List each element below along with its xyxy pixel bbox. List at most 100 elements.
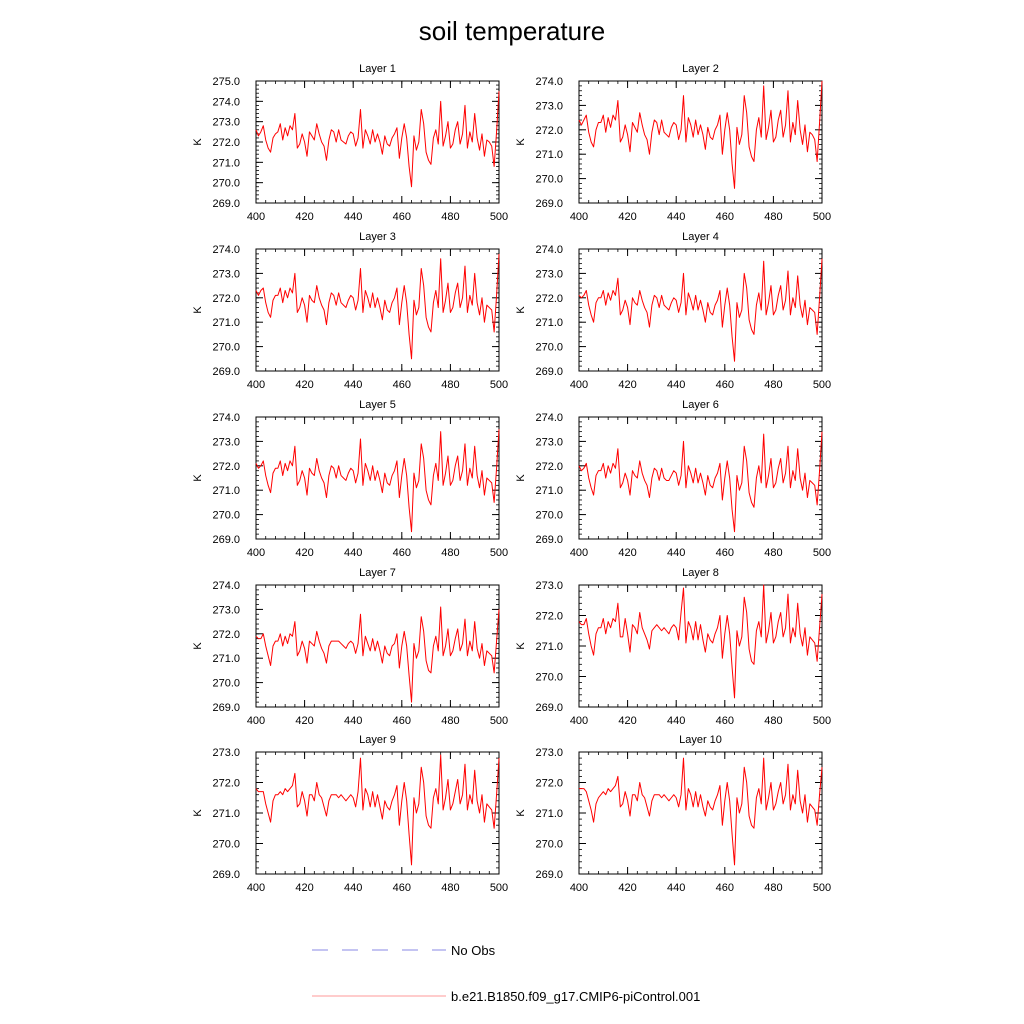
x-tick-label: 440 — [667, 715, 685, 727]
soil-temperature-series-line — [255, 754, 500, 866]
y-tick-label: 271.0 — [212, 157, 240, 169]
y-tick-label: 273.0 — [212, 747, 240, 759]
x-tick-label: 420 — [295, 882, 313, 894]
x-tick-label: 420 — [295, 547, 313, 559]
y-tick-label: 274.0 — [535, 244, 563, 256]
plot-frame — [255, 80, 500, 204]
plot-frame — [255, 751, 500, 875]
x-tick-label: 500 — [490, 379, 508, 391]
y-tick-label: 273.0 — [535, 436, 563, 448]
x-tick-label: 480 — [764, 379, 782, 391]
y-tick-label: 270.0 — [535, 839, 563, 851]
soil-temperature-series-line — [255, 91, 500, 188]
y-axis-label: K — [192, 642, 204, 650]
y-tick-label: 269.0 — [535, 869, 563, 881]
y-tick-label: 270.0 — [535, 510, 563, 522]
plot-frame — [255, 584, 500, 708]
y-tick-label: 269.0 — [535, 534, 563, 546]
x-tick-label: 420 — [618, 379, 636, 391]
x-tick-label: 400 — [247, 715, 265, 727]
x-tick-label: 460 — [393, 379, 411, 391]
x-tick-label: 460 — [393, 547, 411, 559]
y-tick-label: 271.0 — [535, 808, 563, 820]
x-tick-label: 420 — [618, 211, 636, 223]
x-tick-label: 440 — [344, 379, 362, 391]
x-tick-label: 440 — [344, 211, 362, 223]
y-tick-label: 274.0 — [212, 244, 240, 256]
y-tick-label: 274.0 — [212, 580, 240, 592]
y-axis-label: K — [515, 306, 527, 314]
soil-temperature-series-line — [578, 258, 823, 362]
x-tick-label: 420 — [295, 715, 313, 727]
y-tick-label: 273.0 — [212, 117, 240, 129]
y-tick-label: 275.0 — [212, 76, 240, 88]
y-tick-label: 272.0 — [212, 778, 240, 790]
panel-title: Layer 5 — [359, 399, 396, 411]
soil-temperature-series-line — [578, 584, 823, 699]
x-tick-label: 440 — [667, 211, 685, 223]
y-axis-label: K — [192, 809, 204, 817]
y-tick-label: 272.0 — [535, 461, 563, 473]
y-tick-label: 269.0 — [212, 869, 240, 881]
plot-frame — [578, 751, 823, 875]
x-tick-label: 460 — [716, 882, 734, 894]
x-tick-label: 480 — [441, 547, 459, 559]
y-axis-label: K — [515, 138, 527, 146]
y-tick-label: 270.0 — [535, 342, 563, 354]
x-tick-label: 400 — [247, 547, 265, 559]
x-tick-label: 500 — [813, 211, 831, 223]
x-tick-label: 400 — [570, 211, 588, 223]
y-tick-label: 269.0 — [535, 366, 563, 378]
y-tick-label: 271.0 — [212, 485, 240, 497]
x-tick-label: 500 — [490, 882, 508, 894]
panel-layer-8: Layer 8 K 400 420 440 460 480 500 269.0 270.0 271.… — [515, 567, 831, 727]
plot-frame — [578, 416, 823, 540]
x-tick-label: 460 — [393, 715, 411, 727]
x-tick-label: 420 — [618, 715, 636, 727]
x-tick-label: 440 — [667, 547, 685, 559]
plot-frame — [255, 416, 500, 540]
x-tick-label: 400 — [247, 379, 265, 391]
panel-title: Layer 2 — [682, 63, 719, 75]
y-axis-label: K — [192, 474, 204, 482]
y-tick-label: 270.0 — [535, 174, 563, 186]
x-tick-label: 440 — [344, 547, 362, 559]
y-axis-label: K — [515, 642, 527, 650]
x-tick-label: 480 — [764, 715, 782, 727]
panel-title: Layer 10 — [679, 734, 722, 746]
y-tick-label: 269.0 — [212, 366, 240, 378]
x-tick-label: 460 — [393, 882, 411, 894]
x-tick-label: 500 — [813, 882, 831, 894]
y-tick-label: 274.0 — [212, 96, 240, 108]
panel-grid: Layer 1 K 400 420 440 460 480 500 269.0 270.0 271.… — [192, 63, 831, 894]
x-tick-label: 500 — [813, 715, 831, 727]
plot-frame — [578, 584, 823, 708]
x-tick-label: 420 — [618, 882, 636, 894]
x-tick-label: 400 — [570, 547, 588, 559]
plot-frame — [578, 248, 823, 372]
panel-title: Layer 9 — [359, 734, 396, 746]
x-tick-label: 500 — [490, 211, 508, 223]
x-tick-label: 400 — [570, 715, 588, 727]
panel-layer-6: Layer 6 K 400 420 440 460 480 500 269.0 270.0 271.… — [515, 399, 831, 559]
y-tick-label: 273.0 — [212, 268, 240, 280]
y-tick-label: 270.0 — [212, 342, 240, 354]
y-tick-label: 272.0 — [212, 461, 240, 473]
y-tick-label: 272.0 — [535, 125, 563, 137]
panel-layer-5: Layer 5 K 400 420 440 460 480 500 269.0 270.0 271.… — [192, 399, 508, 559]
x-tick-label: 480 — [441, 882, 459, 894]
x-tick-label: 480 — [764, 547, 782, 559]
soil-temperature-series-line — [255, 606, 500, 703]
x-tick-label: 500 — [490, 715, 508, 727]
x-tick-label: 400 — [570, 379, 588, 391]
y-tick-label: 271.0 — [212, 808, 240, 820]
y-tick-label: 269.0 — [212, 702, 240, 714]
y-tick-label: 272.0 — [535, 778, 563, 790]
panel-title: Layer 3 — [359, 231, 396, 243]
legend: No Obs b.e21.B1850.f09_g17.CMIP6-piContr… — [312, 943, 700, 1004]
y-tick-label: 270.0 — [535, 672, 563, 684]
panel-layer-4: Layer 4 K 400 420 440 460 480 500 269.0 270.0 271.… — [515, 231, 831, 391]
panel-layer-9: Layer 9 K 400 420 440 460 480 500 269.0 270.0 271.… — [192, 734, 508, 894]
panel-layer-2: Layer 2 K 400 420 440 460 480 500 269.0 270.0 271.… — [515, 63, 831, 223]
y-tick-label: 274.0 — [535, 412, 563, 424]
